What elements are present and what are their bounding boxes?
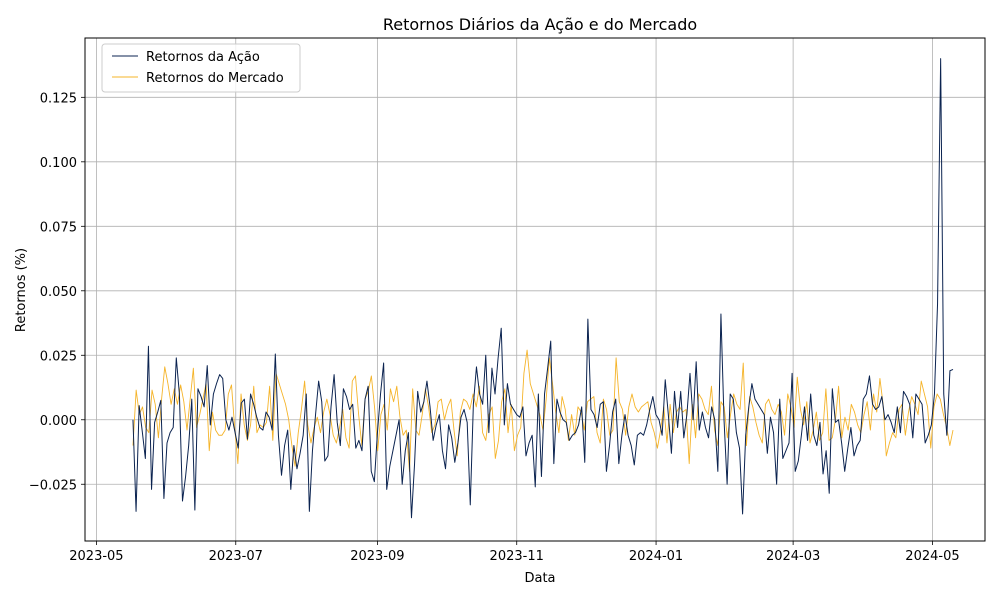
x-tick-label: 2024-01 xyxy=(629,549,683,564)
y-tick-label: 0.000 xyxy=(40,414,77,429)
chart-title: Retornos Diários da Ação e do Mercado xyxy=(383,15,697,34)
y-tick-label: −0.025 xyxy=(29,478,77,493)
y-tick-label: 0.050 xyxy=(40,285,77,300)
x-tick-label: 2023-05 xyxy=(69,549,123,564)
legend-label-stock: Retornos da Ação xyxy=(146,50,260,65)
x-tick-label: 2024-05 xyxy=(905,549,959,564)
legend-box xyxy=(101,43,301,93)
axes: 2023-05 2023-07 2023-09 2023-11 2024-01 2024-… xyxy=(29,91,960,564)
legend-label-market: Retornos do Mercado xyxy=(146,71,284,86)
series-layer xyxy=(132,58,954,519)
x-tick-label: 2024-03 xyxy=(766,549,820,564)
legend: Retornos da Ação Retornos do Mercado xyxy=(101,43,301,93)
y-axis-label: Retornos (%) xyxy=(14,248,29,332)
y-tick-label: 0.025 xyxy=(40,349,77,364)
y-tick-label: 0.100 xyxy=(40,156,77,171)
series-line-stock xyxy=(132,58,954,519)
plot-frame xyxy=(84,37,986,542)
y-tick-label: 0.125 xyxy=(40,91,77,106)
y-tick-label: 0.075 xyxy=(40,220,77,235)
x-tick-label: 2023-07 xyxy=(209,549,263,564)
x-tick-label: 2023-11 xyxy=(490,549,544,564)
x-axis-label: Data xyxy=(524,571,555,586)
x-tick-label: 2023-09 xyxy=(350,549,404,564)
grid xyxy=(85,38,985,541)
